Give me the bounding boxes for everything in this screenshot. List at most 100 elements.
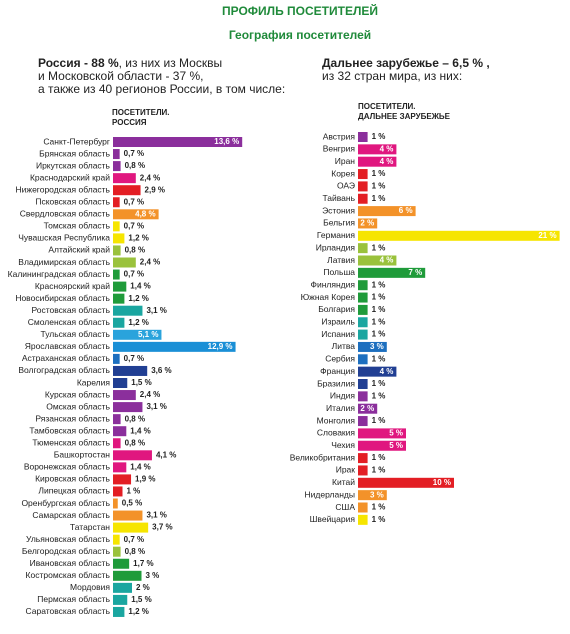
value-label: 2 % bbox=[360, 404, 374, 413]
value-label: 3 % bbox=[370, 342, 384, 351]
bar bbox=[358, 206, 416, 217]
value-label: 6 % bbox=[399, 206, 413, 215]
value-label: 1 % bbox=[372, 466, 386, 475]
category-label: Латвия bbox=[327, 255, 355, 265]
bar bbox=[113, 378, 128, 388]
category-label: Монголия bbox=[317, 415, 356, 425]
value-label: 1,2 % bbox=[128, 294, 148, 303]
bar bbox=[113, 606, 125, 617]
category-label: Томская область bbox=[44, 221, 111, 231]
value-label: 2,4 % bbox=[140, 390, 160, 399]
page-title: ПРОФИЛЬ ПОСЕТИТЕЛЕЙ bbox=[222, 3, 378, 18]
category-label: Воронежская область bbox=[24, 462, 111, 472]
category-label: Ивановская область bbox=[30, 558, 111, 568]
category-label: Ростовская область bbox=[31, 305, 110, 315]
category-label: Саратовская область bbox=[26, 606, 111, 616]
bar bbox=[358, 416, 368, 427]
value-label: 0,7 % bbox=[124, 221, 144, 230]
value-label: 1 % bbox=[372, 293, 386, 302]
bar bbox=[113, 353, 120, 364]
bar bbox=[113, 221, 120, 232]
category-label: Нидерланды bbox=[305, 489, 355, 499]
category-label: Ирак bbox=[336, 465, 356, 475]
category-label: Китай bbox=[332, 477, 355, 487]
value-label: 3,6 % bbox=[151, 366, 171, 375]
category-label: Бразилия bbox=[317, 378, 355, 388]
category-label: Польша bbox=[323, 267, 355, 277]
value-label: 0,7 % bbox=[124, 354, 144, 363]
value-label: 4 % bbox=[380, 144, 394, 153]
value-label: 3 % bbox=[370, 490, 384, 499]
category-label: Башкортостан bbox=[54, 450, 111, 460]
bar bbox=[113, 534, 120, 545]
bar bbox=[358, 354, 368, 365]
value-label: 2,4 % bbox=[140, 173, 160, 182]
category-label: Франция bbox=[320, 366, 355, 376]
value-label: 0,7 % bbox=[124, 535, 144, 544]
chart-title: ПОСЕТИТЕЛИ. bbox=[358, 102, 416, 111]
bar bbox=[358, 440, 406, 451]
value-label: 3,1 % bbox=[146, 306, 166, 315]
category-label: Чувашская Республика bbox=[18, 233, 110, 243]
value-label: 1,9 % bbox=[135, 475, 155, 484]
chart-title: ДАЛЬНЕЕ ЗАРУБЕЖЬЕ bbox=[358, 112, 451, 121]
value-label: 5 % bbox=[389, 441, 403, 450]
bar bbox=[113, 209, 159, 220]
value-label: 1 % bbox=[372, 243, 386, 252]
intro-text: , из них из Москвы bbox=[119, 56, 222, 70]
bar bbox=[113, 185, 141, 196]
bar bbox=[113, 594, 128, 605]
bar bbox=[113, 450, 152, 461]
bar bbox=[113, 341, 236, 352]
category-label: Тюменская область bbox=[32, 438, 110, 448]
bar bbox=[113, 510, 143, 521]
bar bbox=[113, 269, 120, 280]
category-label: Владимирская область bbox=[18, 257, 110, 267]
value-label: 5,1 % bbox=[138, 330, 158, 339]
value-label: 3,1 % bbox=[146, 511, 166, 520]
bar bbox=[358, 169, 368, 180]
category-label: Иркутская область bbox=[36, 160, 111, 170]
bar bbox=[113, 546, 121, 557]
bar bbox=[358, 391, 368, 402]
bar bbox=[113, 233, 125, 244]
category-label: Санкт-Петербург bbox=[43, 136, 110, 146]
bar bbox=[358, 514, 368, 525]
bar bbox=[358, 329, 368, 340]
category-label: Бельгия bbox=[323, 218, 355, 228]
category-label: Смоленская область bbox=[28, 317, 111, 327]
category-label: Великобритания bbox=[290, 452, 356, 462]
bar bbox=[358, 317, 368, 328]
category-label: Карелия bbox=[77, 377, 111, 387]
value-label: 5 % bbox=[389, 429, 403, 438]
category-label: Алтайский край bbox=[48, 245, 110, 255]
category-label: Пермская область bbox=[37, 594, 110, 604]
category-label: Самарская область bbox=[32, 510, 110, 520]
category-label: США bbox=[335, 502, 355, 512]
category-label: ОАЭ bbox=[337, 181, 355, 191]
value-label: 3,1 % bbox=[146, 402, 166, 411]
bar bbox=[113, 522, 149, 533]
bar bbox=[113, 173, 136, 184]
category-label: Тамбовская область bbox=[29, 425, 110, 435]
bar bbox=[113, 498, 118, 509]
value-label: 21 % bbox=[538, 231, 556, 240]
bar bbox=[113, 317, 125, 328]
intro-text: и Московской области - 37 %, bbox=[38, 69, 203, 83]
category-label: Оренбургская область bbox=[21, 498, 110, 508]
bar bbox=[113, 582, 132, 593]
category-label: Израиль bbox=[321, 317, 355, 327]
value-label: 1 % bbox=[372, 391, 386, 400]
value-label: 4 % bbox=[380, 157, 394, 166]
category-label: Рязанская область bbox=[35, 413, 110, 423]
value-label: 0,7 % bbox=[124, 270, 144, 279]
bar bbox=[358, 132, 368, 142]
category-label: Свердловская область bbox=[20, 209, 111, 219]
category-label: Финляндия bbox=[311, 279, 356, 289]
value-label: 4,8 % bbox=[135, 209, 155, 218]
category-label: Венгрия bbox=[323, 144, 356, 154]
category-label: Корея bbox=[331, 168, 355, 178]
category-label: Нижегородская область bbox=[16, 184, 111, 194]
value-label: 1 % bbox=[372, 515, 386, 524]
category-label: Сербия bbox=[325, 354, 355, 364]
